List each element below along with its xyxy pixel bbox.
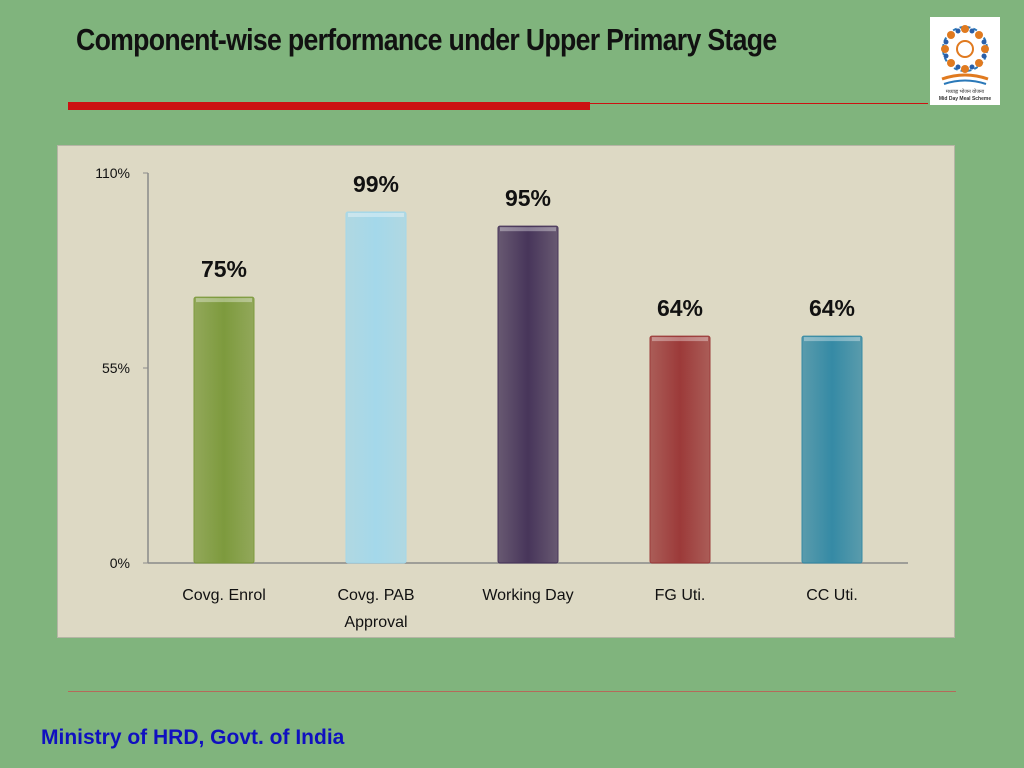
bar — [801, 335, 863, 564]
x-tick-label: CC Uti. — [806, 587, 858, 604]
data-label: 99% — [353, 171, 399, 197]
mdm-logo: मध्याह्न भोजन योजना Mid Day Meal Scheme — [930, 17, 1000, 105]
x-tick-label: Covg. PAB — [337, 587, 414, 604]
mdm-logo-emblem — [941, 25, 989, 85]
y-tick-label: 55% — [102, 360, 130, 376]
bar-highlight — [196, 298, 252, 303]
x-tick-label: Covg. Enrol — [182, 587, 266, 604]
slide-title: Component-wise performance under Upper P… — [76, 22, 777, 57]
bar — [497, 225, 559, 564]
footer-text: Ministry of HRD, Govt. of India — [41, 726, 345, 749]
bar — [345, 211, 407, 564]
logo-text-english: Mid Day Meal Scheme — [938, 96, 992, 102]
data-label: 75% — [201, 256, 247, 282]
logo-text-hindi: मध्याह्न भोजन योजना — [945, 89, 985, 95]
x-tick-label: FG Uti. — [655, 587, 706, 604]
bar-chart: 0% 55% 110% 75% Covg. Enrol 99% Covg. PAB Appro… — [95, 165, 908, 631]
data-label: 64% — [657, 295, 703, 321]
bar-highlight — [500, 227, 556, 232]
bar — [193, 296, 255, 564]
x-tick-label: Approval — [344, 614, 407, 631]
title-underline-thin — [590, 103, 928, 104]
bar — [649, 335, 711, 564]
data-label: 64% — [809, 295, 855, 321]
chart-panel: 0% 55% 110% 75% Covg. Enrol 99% Covg. PAB Appro… — [57, 145, 955, 638]
bar-highlight — [348, 213, 404, 217]
y-tick-label: 0% — [110, 555, 130, 571]
bar-highlight — [804, 337, 860, 342]
y-tick-label: 110% — [95, 165, 130, 181]
data-label: 95% — [505, 185, 551, 211]
bar-highlight — [652, 337, 708, 342]
footer-divider — [68, 691, 956, 692]
title-underline-thick — [68, 102, 590, 110]
x-tick-label: Working Day — [482, 587, 573, 604]
